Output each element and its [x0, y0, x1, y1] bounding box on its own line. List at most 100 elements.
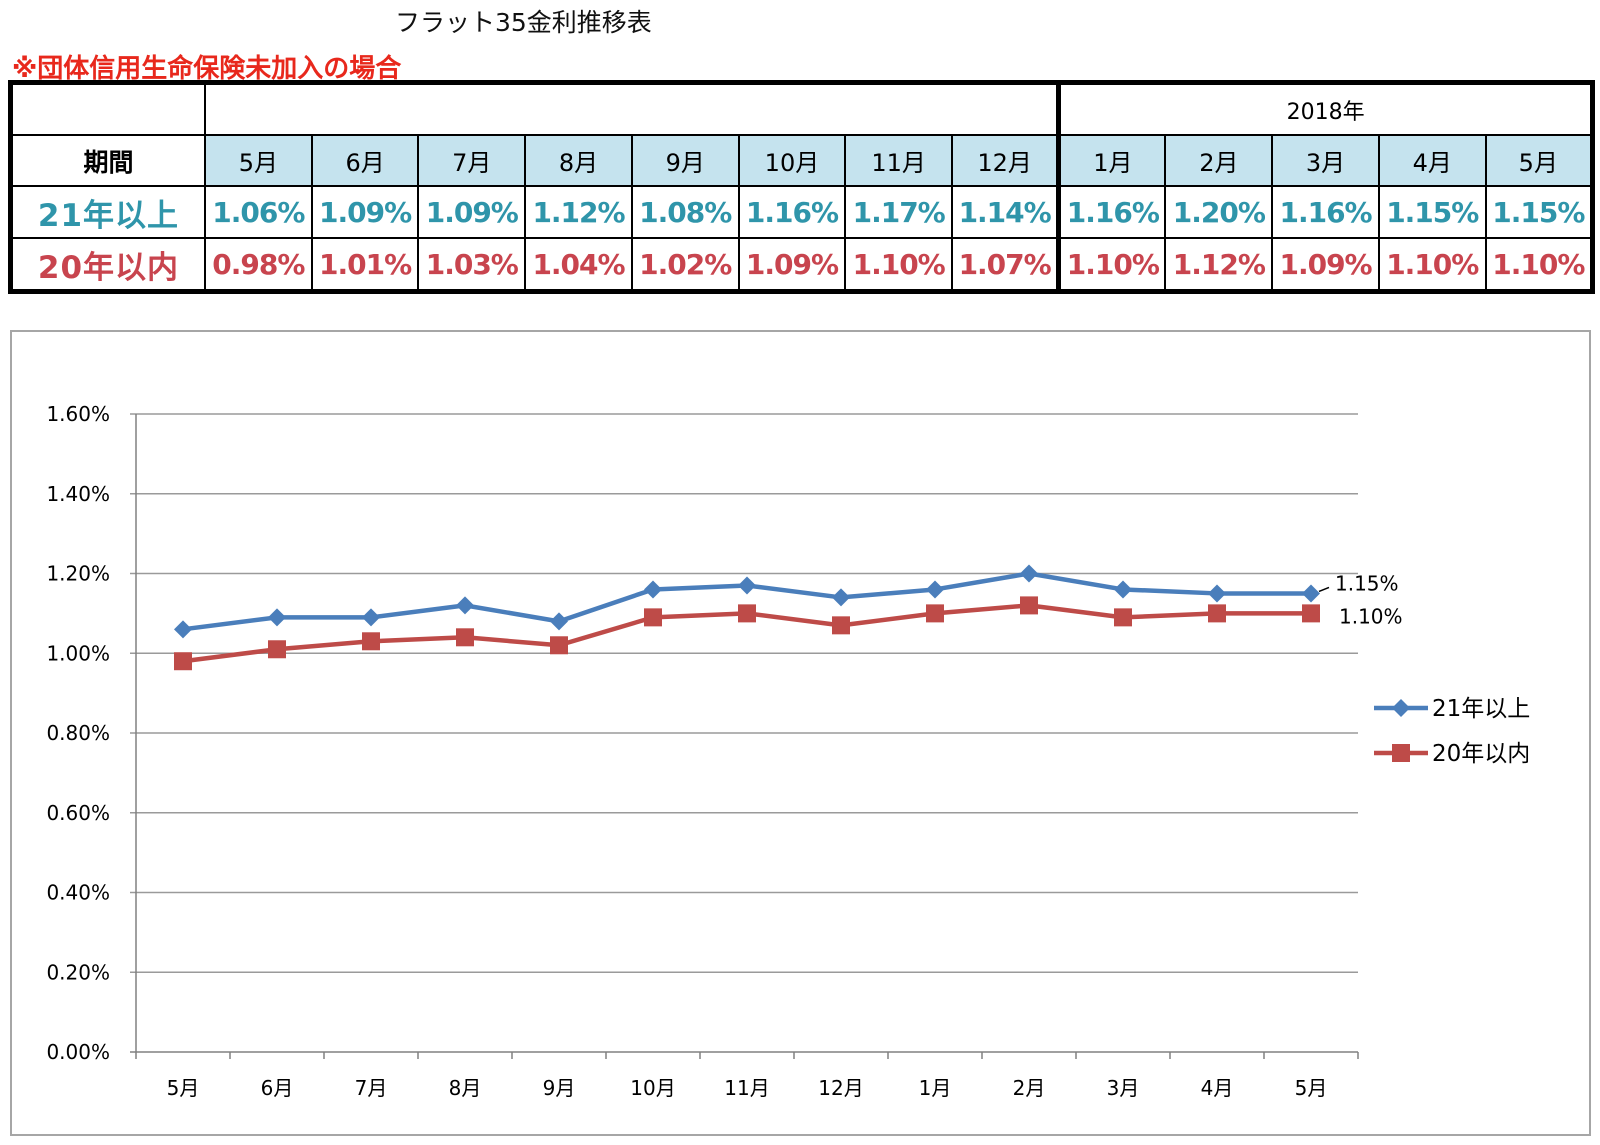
x-tick-label: 1月 — [919, 1076, 952, 1100]
data-point — [1302, 584, 1320, 603]
rate-cell: 1.10% — [1056, 237, 1167, 293]
rate-cell: 1.08% — [630, 185, 740, 239]
data-point — [362, 632, 380, 651]
data-point — [738, 576, 756, 595]
y-tick-label: 1.40% — [46, 482, 110, 506]
table-month-row: 期間 5月 6月 7月 8月 9月 10月 11月 12月 1月 2月 3月 4月 5月 — [9, 134, 1594, 187]
month-header: 12月 — [951, 134, 1060, 187]
legend-marker — [1392, 744, 1410, 762]
data-point — [550, 612, 568, 631]
x-tick-label: 8月 — [449, 1076, 482, 1100]
month-header: 10月 — [737, 134, 847, 187]
month-header: 4月 — [1377, 134, 1487, 187]
x-tick-label: 5月 — [167, 1076, 200, 1100]
x-tick-label: 7月 — [355, 1076, 388, 1100]
rate-cell: 1.14% — [951, 185, 1060, 239]
rate-cell: 1.16% — [1271, 185, 1380, 239]
legend-label: 21年以上 — [1432, 696, 1530, 722]
data-point — [1208, 584, 1226, 603]
rate-cell: 1.04% — [524, 237, 633, 293]
month-header: 2月 — [1164, 134, 1274, 187]
legend-marker — [1392, 699, 1410, 717]
rate-cell: 1.09% — [417, 185, 527, 239]
x-tick-label: 9月 — [543, 1076, 576, 1100]
rate-cell: 1.10% — [1377, 237, 1487, 293]
rate-cell: 1.07% — [951, 237, 1060, 293]
page-title: フラット35金利推移表 — [395, 8, 652, 37]
data-point — [832, 616, 850, 635]
y-tick-label: 0.40% — [46, 881, 110, 905]
data-point — [644, 608, 662, 627]
month-header: 11月 — [844, 134, 954, 187]
rate-cell: 1.20% — [1164, 185, 1274, 239]
rate-cell: 0.98% — [204, 237, 313, 293]
rate-cell: 1.09% — [737, 237, 847, 293]
rate-table: 2018年 期間 5月 6月 7月 8月 9月 10月 11月 12月 1月 2月 3月 4月 5月 2… — [8, 80, 1595, 294]
data-point — [174, 652, 192, 671]
rate-cell: 1.12% — [1164, 237, 1274, 293]
month-header: 1月 — [1056, 134, 1167, 187]
data-point — [1302, 604, 1320, 623]
month-header: 5月 — [1484, 134, 1594, 187]
y-tick-label: 0.60% — [46, 801, 110, 825]
data-point — [738, 604, 756, 623]
x-tick-label: 2月 — [1013, 1076, 1046, 1100]
data-point — [1020, 564, 1038, 583]
rate-cell: 1.02% — [630, 237, 740, 293]
period-label: 期間 — [9, 134, 206, 187]
data-point — [550, 636, 568, 655]
rate-cell: 1.15% — [1484, 185, 1594, 239]
rate-cell: 1.01% — [310, 237, 420, 293]
x-tick-label: 5月 — [1295, 1076, 1328, 1100]
data-point — [456, 596, 474, 615]
rate-cell: 1.09% — [1271, 237, 1380, 293]
rate-cell: 1.17% — [844, 185, 954, 239]
data-point — [926, 580, 944, 599]
table-row-21-years: 21年以上 1.06% 1.09% 1.09% 1.12% 1.08% 1.16% 1.17… — [9, 185, 1594, 239]
data-point — [1020, 596, 1038, 615]
data-label: 1.15% — [1335, 571, 1399, 595]
x-tick-label: 4月 — [1201, 1076, 1234, 1100]
chart-area: 0.00% 0.20% 0.40% 0.60% 0.80% 1.00% 1.20% 1.40%… — [10, 330, 1591, 1136]
line-chart: 0.00% 0.20% 0.40% 0.60% 0.80% 1.00% 1.20% 1.40%… — [46, 402, 1530, 1100]
data-point — [832, 588, 850, 607]
rate-cell: 1.16% — [737, 185, 847, 239]
table-year-cell: 2018年 — [1056, 81, 1594, 136]
row-label-20-years: 20年以内 — [9, 237, 206, 293]
y-tick-label: 0.80% — [46, 721, 110, 745]
legend-label: 20年以内 — [1432, 741, 1530, 767]
table-row-20-years: 20年以内 0.98% 1.01% 1.03% 1.04% 1.02% 1.09% 1.10… — [9, 237, 1594, 293]
rate-cell: 1.09% — [310, 185, 420, 239]
rate-cell: 1.16% — [1056, 185, 1167, 239]
row-label-21-years: 21年以上 — [9, 185, 206, 239]
data-point — [268, 608, 286, 627]
data-point — [926, 604, 944, 623]
data-point — [362, 608, 380, 627]
rate-cell: 1.15% — [1377, 185, 1487, 239]
data-point — [1114, 580, 1132, 599]
x-tick-label: 3月 — [1107, 1076, 1140, 1100]
month-header: 6月 — [310, 134, 420, 187]
data-point — [644, 580, 662, 599]
table-corner-cell — [9, 81, 206, 136]
data-point — [456, 628, 474, 647]
data-point — [1114, 608, 1132, 627]
month-header: 9月 — [630, 134, 740, 187]
x-tick-label: 10月 — [630, 1076, 675, 1100]
note-text: ※団体信用生命保険未加入の場合 — [12, 54, 402, 84]
month-header: 5月 — [204, 134, 313, 187]
y-tick-label: 1.00% — [46, 641, 110, 665]
data-point — [1208, 604, 1226, 623]
data-point — [268, 640, 286, 659]
rate-cell: 1.10% — [844, 237, 954, 293]
rate-cell: 1.10% — [1484, 237, 1594, 293]
month-header: 8月 — [524, 134, 633, 187]
month-header: 7月 — [417, 134, 527, 187]
rate-cell: 1.03% — [417, 237, 527, 293]
rate-cell: 1.12% — [524, 185, 633, 239]
x-tick-label: 6月 — [261, 1076, 294, 1100]
label-leader-line — [1318, 586, 1330, 593]
y-tick-label: 1.60% — [46, 402, 110, 426]
data-point — [174, 620, 192, 639]
y-tick-label: 1.20% — [46, 562, 110, 586]
